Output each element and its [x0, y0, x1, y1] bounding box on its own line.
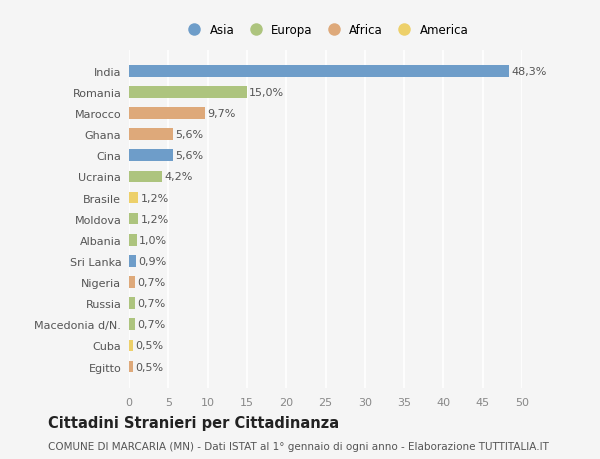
Bar — [129, 66, 509, 78]
Text: 0,9%: 0,9% — [139, 256, 167, 266]
Bar — [129, 319, 134, 330]
Bar — [129, 129, 173, 140]
Text: 9,7%: 9,7% — [208, 109, 236, 119]
Text: 4,2%: 4,2% — [164, 172, 193, 182]
Legend: Asia, Europa, Africa, America: Asia, Europa, Africa, America — [178, 19, 473, 42]
Bar — [129, 171, 162, 183]
Bar — [129, 150, 173, 162]
Text: 1,0%: 1,0% — [139, 235, 167, 245]
Bar — [129, 340, 133, 352]
Text: 1,2%: 1,2% — [141, 214, 169, 224]
Bar — [129, 108, 205, 120]
Bar — [129, 298, 134, 309]
Text: 1,2%: 1,2% — [141, 193, 169, 203]
Text: COMUNE DI MARCARIA (MN) - Dati ISTAT al 1° gennaio di ogni anno - Elaborazione T: COMUNE DI MARCARIA (MN) - Dati ISTAT al … — [48, 441, 549, 451]
Bar — [129, 277, 134, 288]
Bar — [129, 256, 136, 267]
Bar — [129, 87, 247, 99]
Text: 0,5%: 0,5% — [135, 341, 163, 351]
Text: Cittadini Stranieri per Cittadinanza: Cittadini Stranieri per Cittadinanza — [48, 415, 339, 431]
Text: 5,6%: 5,6% — [175, 151, 203, 161]
Text: 15,0%: 15,0% — [249, 88, 284, 98]
Text: 5,6%: 5,6% — [175, 130, 203, 140]
Text: 0,5%: 0,5% — [135, 362, 163, 372]
Bar — [129, 213, 139, 225]
Text: 0,7%: 0,7% — [137, 298, 165, 308]
Text: 48,3%: 48,3% — [511, 67, 547, 77]
Text: 0,7%: 0,7% — [137, 277, 165, 287]
Bar — [129, 235, 137, 246]
Bar — [129, 361, 133, 373]
Text: 0,7%: 0,7% — [137, 319, 165, 330]
Bar — [129, 192, 139, 204]
